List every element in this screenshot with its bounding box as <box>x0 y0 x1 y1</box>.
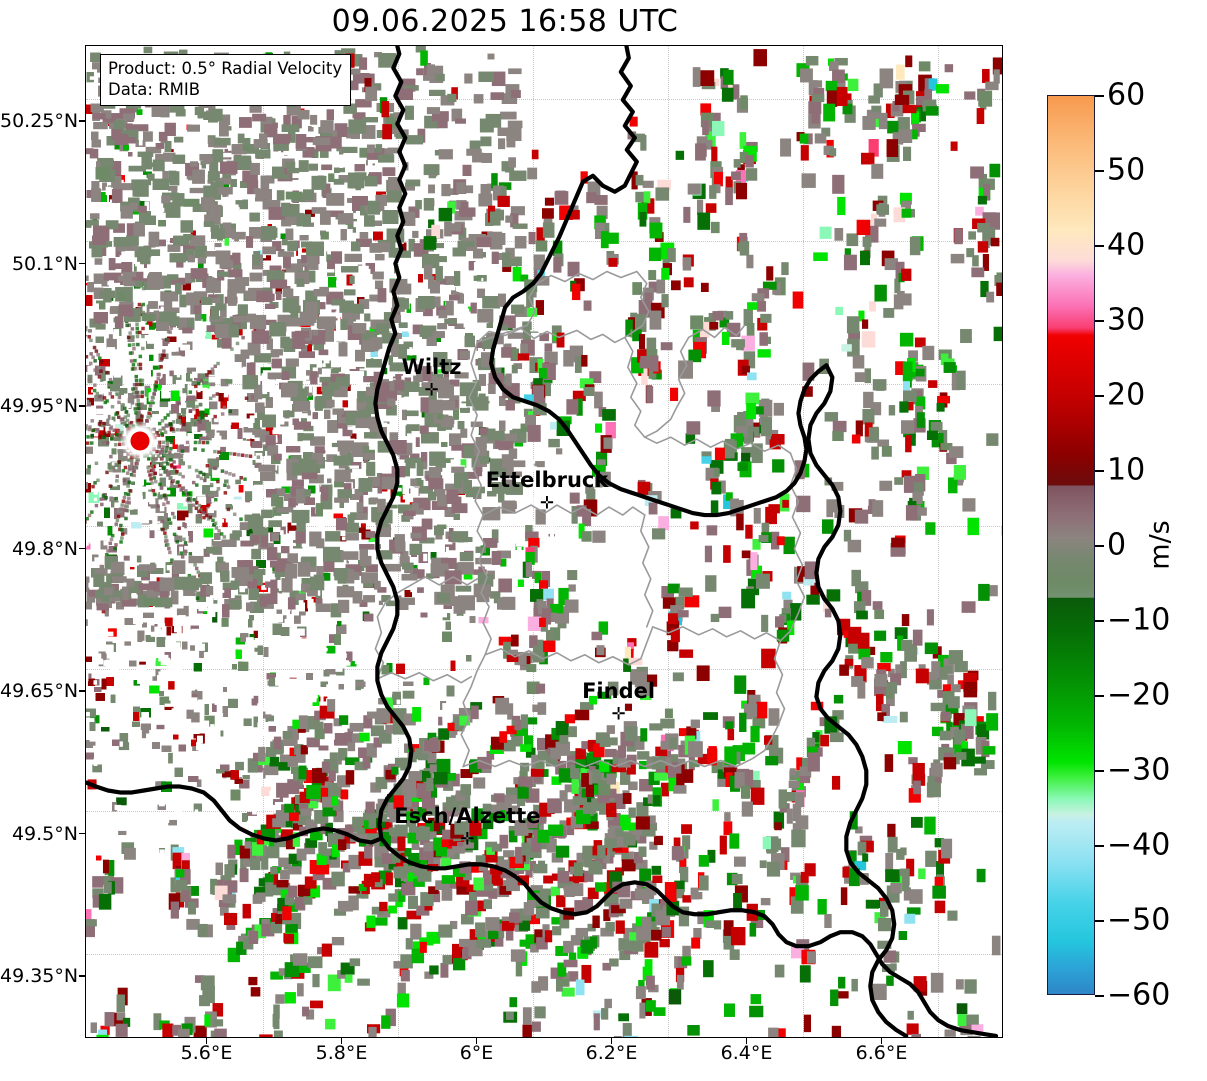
colorbar-tick-mark <box>1095 845 1104 847</box>
x-axis-tick-mark <box>205 1038 208 1044</box>
gridline-vertical <box>938 46 939 1037</box>
radar-map-plot[interactable]: Wiltz ✛ Ettelbruck ✛ Findel ✛ Esch/Alzette ✛ Pr… <box>85 45 1003 1038</box>
gridline-vertical <box>803 46 804 1037</box>
colorbar-tick-mark <box>1095 995 1104 997</box>
radar-site-marker <box>130 431 150 451</box>
colorbar-tick-mark <box>1095 95 1104 97</box>
y-axis-tick-label: 49.35°N <box>0 965 78 987</box>
colorbar-tick-mark <box>1095 245 1104 247</box>
data-source-line: Data: RMIB <box>108 80 342 101</box>
colorbar-tick-label: 0 <box>1107 528 1126 563</box>
gridline-vertical <box>668 46 669 1037</box>
y-axis-tick-mark <box>79 690 85 692</box>
colorbar-gradient <box>1047 95 1095 995</box>
y-axis-tick-mark <box>79 975 85 977</box>
city-label: Wiltz <box>402 355 462 379</box>
colorbar-tick-label: −40 <box>1107 828 1170 863</box>
colorbar-tick-label: −50 <box>1107 903 1170 938</box>
product-info-box: Product: 0.5° Radial Velocity Data: RMIB <box>100 54 352 107</box>
city-label: Esch/Alzette <box>394 804 540 828</box>
y-axis-tick-label: 50.1°N <box>0 253 78 275</box>
x-axis-tick-label: 5.8°E <box>316 1042 368 1064</box>
colorbar-tick-mark <box>1095 920 1104 922</box>
colorbar-tick-label: −30 <box>1107 753 1170 788</box>
y-axis-tick-mark <box>79 120 85 122</box>
colorbar-tick-mark <box>1095 695 1104 697</box>
colorbar-tick-label: 30 <box>1107 303 1145 338</box>
colorbar-unit-label: m/s <box>1145 520 1176 569</box>
x-axis-tick-label: 6.6°E <box>856 1042 908 1064</box>
colorbar-tick-mark <box>1095 470 1104 472</box>
y-axis-tick-mark <box>79 262 85 265</box>
colorbar-tick-mark <box>1095 770 1104 772</box>
colorbar-tick-label: 40 <box>1107 228 1145 263</box>
colorbar-tick-label: 60 <box>1107 78 1145 113</box>
colorbar-tick-mark <box>1095 620 1104 622</box>
x-axis-tick-label: 6.2°E <box>586 1042 638 1064</box>
colorbar-tick-label: 10 <box>1107 453 1145 488</box>
x-axis-tick-label: 6.4°E <box>721 1042 773 1064</box>
colorbar-tick-label: 20 <box>1107 378 1145 413</box>
colorbar-tick-mark <box>1095 395 1104 397</box>
y-axis-tick-label: 49.95°N <box>0 395 78 417</box>
x-axis-tick-label: 5.6°E <box>181 1042 233 1064</box>
colorbar-tick-mark <box>1095 545 1104 547</box>
city-marker-icon: ✛ <box>611 706 625 723</box>
gridline-horizontal <box>86 526 1002 527</box>
city-label: Findel <box>582 679 655 703</box>
gridline-horizontal <box>86 669 1002 670</box>
colorbar-tick-label: −20 <box>1107 678 1170 713</box>
colorbar-tick-mark <box>1095 170 1104 172</box>
product-line: Product: 0.5° Radial Velocity <box>108 59 342 80</box>
x-axis-tick-mark <box>340 1038 343 1044</box>
gridline-horizontal <box>86 954 1002 955</box>
colorbar-tick-label: 50 <box>1107 153 1145 188</box>
colorbar-tick-label: −60 <box>1107 978 1170 1013</box>
x-axis-tick-mark <box>745 1038 748 1044</box>
map-canvas: Wiltz ✛ Ettelbruck ✛ Findel ✛ Esch/Alzette ✛ Pr… <box>86 46 1002 1037</box>
city-marker-icon: ✛ <box>424 382 438 399</box>
y-axis-tick-mark <box>79 832 85 835</box>
page-title: 09.06.2025 16:58 UTC <box>0 4 1010 39</box>
colorbar-tick-label: −10 <box>1107 603 1170 638</box>
city-marker-icon: ✛ <box>460 831 474 849</box>
colorbar[interactable]: 60 50 40 30 20 10 0 −10 −20 −30 −40 −50 −60 <box>1047 78 1170 1013</box>
y-axis-tick-label: 49.5°N <box>0 823 78 845</box>
colorbar-tick-mark <box>1095 320 1104 322</box>
x-axis-tick-mark <box>610 1038 613 1044</box>
x-axis-tick-label: 6°E <box>460 1042 494 1064</box>
y-axis-tick-label: 50.25°N <box>0 110 78 132</box>
gridline-horizontal <box>86 99 1002 100</box>
city-marker-icon: ✛ <box>540 495 554 513</box>
y-axis-tick-label: 49.8°N <box>0 538 78 560</box>
national-border-layer <box>86 46 999 1037</box>
y-axis-tick-mark <box>79 405 85 407</box>
x-axis-tick-mark <box>475 1038 478 1044</box>
y-axis-tick-mark <box>79 547 85 550</box>
city-label: Ettelbruck <box>486 468 609 492</box>
x-axis-tick-mark <box>880 1038 883 1044</box>
y-axis-tick-label: 49.65°N <box>0 680 78 702</box>
